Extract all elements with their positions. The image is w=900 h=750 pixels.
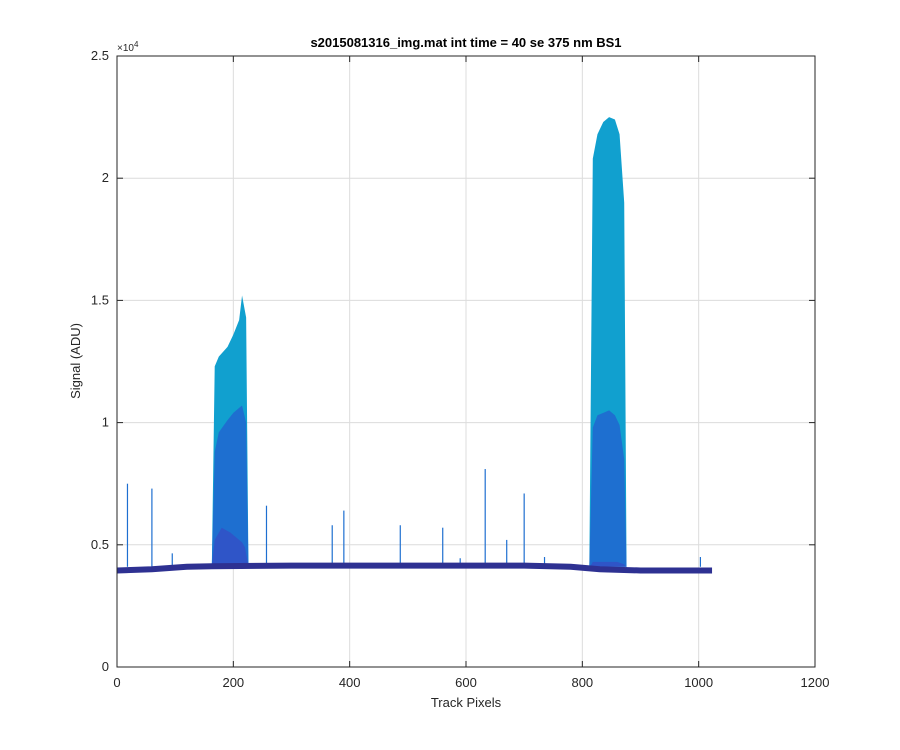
x-tick-label: 600 xyxy=(455,675,477,690)
y-tick-labels: 0 0.5 1 1.5 2 2.5 xyxy=(91,48,109,674)
x-tick-label: 400 xyxy=(339,675,361,690)
y-tick-label: 1.5 xyxy=(91,292,109,307)
series-areas xyxy=(116,117,713,574)
y-tick-label: 1 xyxy=(102,415,109,430)
baseline-band xyxy=(116,562,713,574)
chart-title: s2015081316_img.mat int time = 40 se 375… xyxy=(310,35,621,50)
peak-area xyxy=(211,405,249,567)
y-exponent: ×104 xyxy=(117,40,139,54)
axes xyxy=(116,55,816,668)
x-tick-labels: 0 200 400 600 800 1000 1200 xyxy=(113,675,829,690)
x-tick-label: 200 xyxy=(222,675,244,690)
x-axis-label: Track Pixels xyxy=(431,695,502,710)
y-exponent-power: 4 xyxy=(134,40,139,49)
y-tick-label: 0.5 xyxy=(91,537,109,552)
y-tick-label: 0 xyxy=(102,659,109,674)
x-tick-label: 1000 xyxy=(684,675,713,690)
peak-area xyxy=(589,410,627,569)
y-tick-label: 2 xyxy=(102,170,109,185)
peak-area xyxy=(211,527,249,567)
x-tick-label: 1200 xyxy=(801,675,830,690)
x-tick-label: 800 xyxy=(571,675,593,690)
y-tick-label: 2.5 xyxy=(91,48,109,63)
y-axis-label: Signal (ADU) xyxy=(68,323,83,399)
x-tick-label: 0 xyxy=(113,675,120,690)
y-exponent-base: ×10 xyxy=(117,43,134,54)
grid xyxy=(117,56,815,667)
